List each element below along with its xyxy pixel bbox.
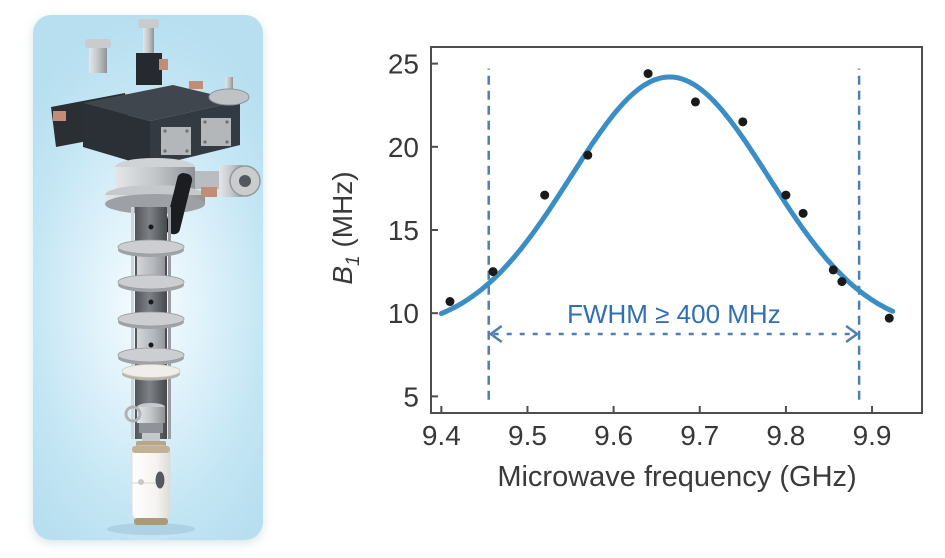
fit-curve xyxy=(438,74,896,317)
y-tick-label: 25 xyxy=(388,49,419,80)
data-point xyxy=(884,313,894,323)
data-point xyxy=(738,117,748,127)
data-point xyxy=(488,267,498,277)
probe-clamp xyxy=(124,403,166,447)
x-tick-label: 9.4 xyxy=(422,420,461,451)
x-tick-label: 9.8 xyxy=(766,420,805,451)
x-axis-label: Microwave frequency (GHz) xyxy=(497,461,857,493)
y-tick-label: 10 xyxy=(388,298,419,329)
probe-resonator-housing xyxy=(131,445,171,525)
iris-slot xyxy=(155,471,165,489)
data-point xyxy=(583,150,593,160)
x-tick-label: 9.9 xyxy=(853,420,892,451)
x-tick-label: 9.6 xyxy=(594,420,633,451)
data-point xyxy=(540,190,550,200)
probe-handle xyxy=(165,173,193,235)
probe-head-assembly xyxy=(51,19,250,167)
probe-photo-panel xyxy=(33,15,263,540)
data-point xyxy=(643,69,653,79)
y-tick-label: 15 xyxy=(388,215,419,246)
baffle-discs xyxy=(117,239,185,381)
data-point xyxy=(828,265,838,275)
fwhm-arrowhead-right xyxy=(845,324,860,343)
data-point xyxy=(837,277,847,287)
axis-frame xyxy=(430,46,923,414)
chart-plot-area: 9.4 9.5 9.6 9.7 9.8 9.9 5 10 15 20 25 FWHM ≥ 400 MH… xyxy=(388,46,923,451)
data-point xyxy=(781,190,791,200)
epr-probe-image xyxy=(51,19,261,535)
probe-collar xyxy=(105,158,261,235)
y-tick-label: 5 xyxy=(403,381,419,412)
probe-shaft xyxy=(117,207,185,439)
fwhm-arrowhead-left xyxy=(488,324,503,343)
data-point xyxy=(445,297,455,307)
x-tick-label: 9.5 xyxy=(508,420,547,451)
data-point xyxy=(690,97,700,107)
data-point xyxy=(798,208,808,218)
x-tick-label: 9.7 xyxy=(680,420,719,451)
probe-shadow xyxy=(107,523,195,535)
y-tick-label: 20 xyxy=(388,132,419,163)
fwhm-annotation: FWHM ≥ 400 MHz xyxy=(567,299,781,329)
